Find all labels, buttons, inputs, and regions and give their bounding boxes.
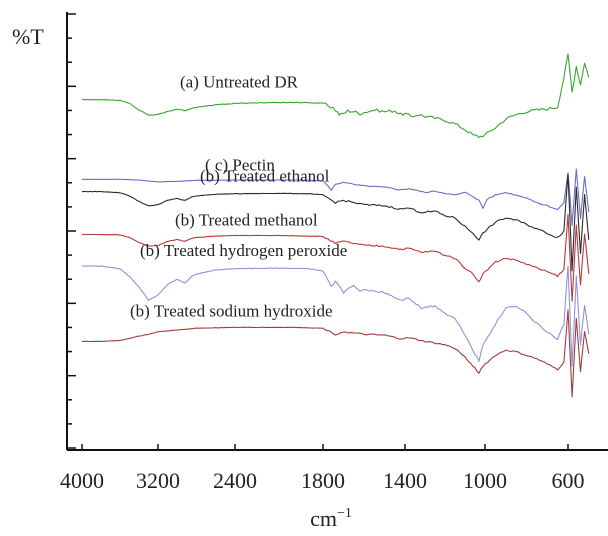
series-line bbox=[82, 53, 590, 139]
x-tick-label: 1000 bbox=[463, 468, 507, 493]
series-label: (a) Untreated DR bbox=[180, 73, 299, 92]
x-axis-title: cm−1 bbox=[310, 506, 352, 531]
series-labels: (a) Untreated DR ( c) Pectin(b) Treated e… bbox=[130, 73, 347, 321]
series-label: (b) Treated hydrogen peroxide bbox=[140, 241, 347, 260]
y-axis-title: %T bbox=[12, 24, 44, 49]
series-line bbox=[81, 168, 590, 227]
series-lines bbox=[81, 53, 590, 398]
x-axis-title-unit: cm bbox=[310, 506, 337, 531]
series-label: (b) Treated ethanol bbox=[200, 167, 330, 186]
x-tick-label: 4000 bbox=[60, 468, 104, 493]
series-label: (b) Treated methanol bbox=[175, 211, 318, 230]
x-tick-label: 600 bbox=[552, 468, 585, 493]
x-tick-label: 2400 bbox=[213, 468, 257, 493]
x-tick-label: 3200 bbox=[136, 468, 180, 493]
x-tick-label: 1800 bbox=[301, 468, 345, 493]
x-axis-ticks: 4000 3200 2400 1800 1400 1000 600 bbox=[60, 444, 585, 493]
x-tick-label: 1400 bbox=[383, 468, 427, 493]
y-axis-ticks bbox=[67, 13, 76, 449]
series-line bbox=[81, 173, 590, 272]
series-line bbox=[81, 265, 590, 367]
series-line bbox=[81, 213, 590, 302]
series-label: (b) Treated sodium hydroxide bbox=[130, 301, 333, 320]
series-label: ( c) Pectin bbox=[205, 155, 275, 174]
series-line bbox=[81, 309, 590, 398]
x-axis-title-exponent: −1 bbox=[337, 506, 352, 521]
